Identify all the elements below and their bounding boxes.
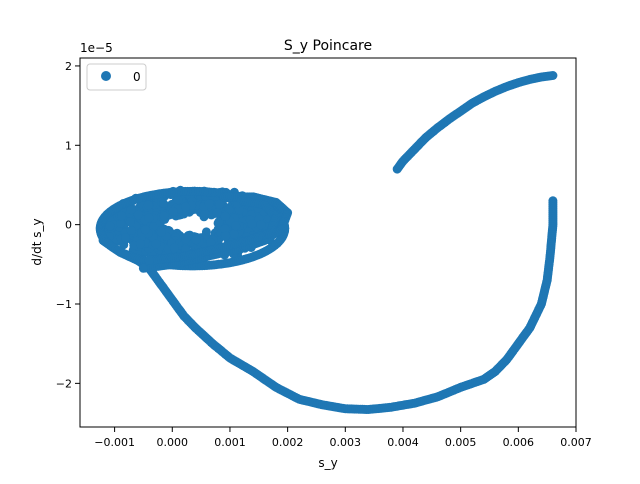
x-tick-label: 0.005 <box>445 436 477 449</box>
data-point <box>191 235 201 245</box>
x-tick-label: −0.001 <box>94 436 135 449</box>
data-point <box>168 206 178 216</box>
data-point <box>117 211 127 221</box>
data-point <box>138 263 148 273</box>
y-tick-label: −2 <box>56 377 72 390</box>
x-tick-label: 0.006 <box>503 436 535 449</box>
x-tick-label: 0.003 <box>330 436 362 449</box>
data-point <box>220 224 230 234</box>
plot-frame <box>79 57 577 428</box>
data-point <box>133 210 143 220</box>
data-point <box>173 195 183 205</box>
data-point <box>229 229 239 239</box>
x-tick-label: 0.000 <box>157 436 189 449</box>
data-point <box>125 217 135 227</box>
legend-label: 0 <box>133 70 141 84</box>
data-point <box>256 220 266 230</box>
data-point <box>156 227 166 237</box>
x-tick-label: 0.001 <box>214 436 246 449</box>
data-point <box>231 221 241 231</box>
y-tick-label: 0 <box>65 219 72 232</box>
data-point <box>126 205 136 215</box>
data-point <box>151 239 161 249</box>
legend: 0 <box>86 63 147 91</box>
data-point <box>204 199 214 209</box>
data-point <box>247 219 257 229</box>
x-tick-label: 0.007 <box>560 436 592 449</box>
data-point <box>144 255 154 265</box>
data-point <box>181 234 191 244</box>
y-axis: −2 −1 0 1 2 <box>56 60 80 390</box>
legend-box <box>86 63 147 91</box>
data-point <box>220 211 230 221</box>
data-point <box>169 243 179 253</box>
data-point <box>140 225 150 235</box>
data-point <box>181 202 191 212</box>
y-tick-label: 1 <box>65 139 72 152</box>
data-point <box>126 226 136 235</box>
data-point <box>206 238 216 248</box>
x-tick-label: 0.004 <box>387 436 419 449</box>
legend-marker <box>101 71 111 81</box>
y-tick-label: −1 <box>56 298 72 311</box>
x-tick-label: 0.002 <box>272 436 304 449</box>
data-point <box>214 217 224 227</box>
data-point <box>221 231 231 241</box>
data-point <box>143 200 153 210</box>
data-point <box>212 208 222 218</box>
data-point <box>135 239 145 249</box>
y-tick-label: 2 <box>65 60 72 73</box>
data-point <box>215 199 225 209</box>
y-axis-label: d/dt s_y <box>30 218 44 265</box>
data-point <box>116 218 125 228</box>
data-point <box>121 233 130 243</box>
data-point <box>159 198 168 208</box>
data-point <box>105 221 115 231</box>
data-point <box>548 71 558 80</box>
data-point <box>159 211 169 221</box>
x-axis-label: s_y <box>318 456 337 470</box>
y-offset-label: 1e−5 <box>80 41 113 55</box>
data-points <box>95 71 558 414</box>
data-point <box>144 213 154 223</box>
x-axis: −0.001 0.000 0.001 0.002 0.003 0.004 0.005 0.00… <box>94 427 592 449</box>
chart-title: S_y Poincare <box>284 38 372 54</box>
